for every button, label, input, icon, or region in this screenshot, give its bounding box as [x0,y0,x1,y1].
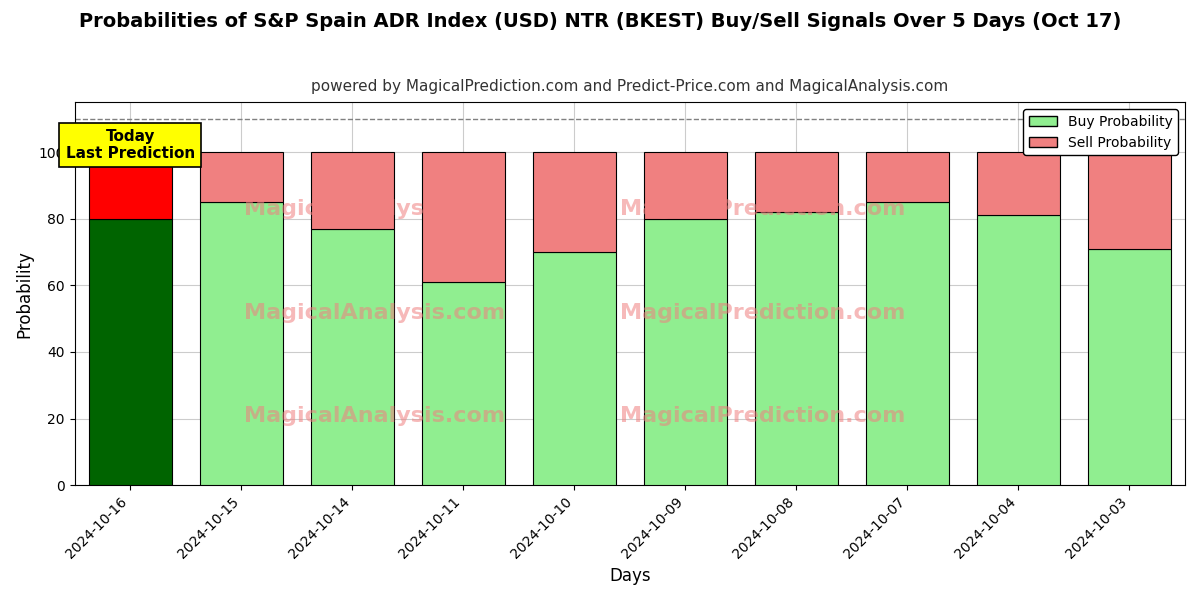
Bar [977,152,1060,215]
Legend: Buy Probability, Sell Probability: Buy Probability, Sell Probability [1024,109,1178,155]
Bar [311,152,394,229]
Bar [533,252,616,485]
X-axis label: Days: Days [610,567,650,585]
Title: powered by MagicalPrediction.com and Predict-Price.com and MagicalAnalysis.com: powered by MagicalPrediction.com and Pre… [311,79,948,94]
Bar [865,202,949,485]
Bar [755,152,838,212]
Bar [643,152,727,218]
Text: MagicalAnalysis.com: MagicalAnalysis.com [244,199,505,220]
Bar [421,282,505,485]
Bar [199,202,283,485]
Text: MagicalPrediction.com: MagicalPrediction.com [620,303,906,323]
Bar [643,218,727,485]
Text: Probabilities of S&P Spain ADR Index (USD) NTR (BKEST) Buy/Sell Signals Over 5 D: Probabilities of S&P Spain ADR Index (US… [79,12,1121,31]
Text: MagicalPrediction.com: MagicalPrediction.com [620,199,906,220]
Y-axis label: Probability: Probability [16,250,34,338]
Text: MagicalPrediction.com: MagicalPrediction.com [620,406,906,426]
Bar [311,229,394,485]
Bar [89,152,172,218]
Bar [89,218,172,485]
Bar [977,215,1060,485]
Text: MagicalAnalysis.com: MagicalAnalysis.com [244,406,505,426]
Bar [755,212,838,485]
Bar [865,152,949,202]
Bar [421,152,505,282]
Bar [1088,152,1171,248]
Text: Today
Last Prediction: Today Last Prediction [66,129,194,161]
Bar [533,152,616,252]
Text: MagicalAnalysis.com: MagicalAnalysis.com [244,303,505,323]
Bar [1088,248,1171,485]
Bar [199,152,283,202]
